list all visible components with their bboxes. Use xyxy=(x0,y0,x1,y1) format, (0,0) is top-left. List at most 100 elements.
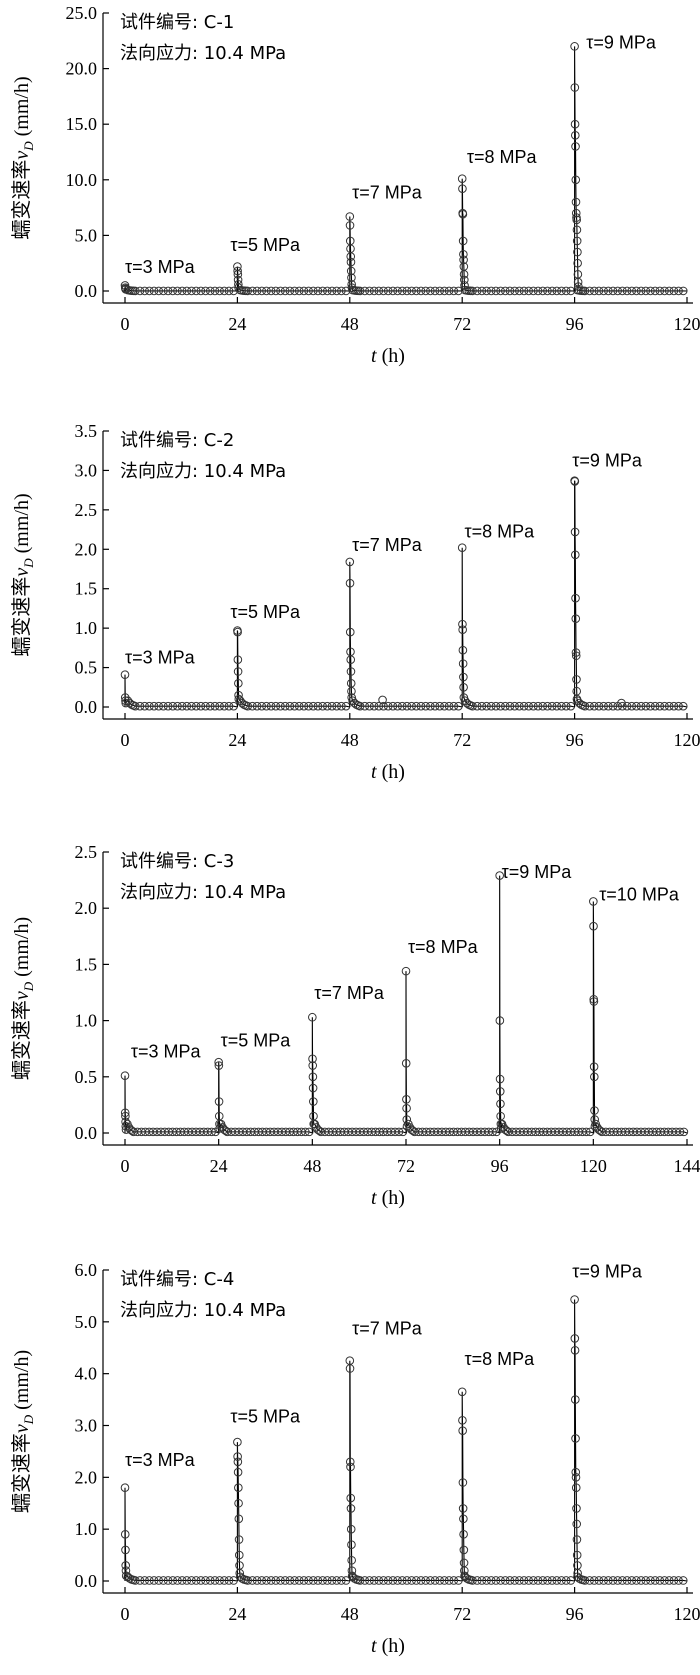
data-point xyxy=(276,286,285,296)
data-point xyxy=(121,1545,130,1555)
data-point xyxy=(421,286,430,296)
x-axis-unit: (h) xyxy=(377,1187,405,1209)
data-point xyxy=(196,701,206,711)
data-point xyxy=(135,701,145,711)
data-point xyxy=(660,701,669,711)
data-point xyxy=(477,701,487,711)
data-point xyxy=(315,1126,324,1136)
data-point xyxy=(460,281,469,290)
data-point xyxy=(570,119,580,129)
data-point xyxy=(125,1574,134,1583)
data-point xyxy=(664,286,674,296)
data-point xyxy=(248,286,257,296)
specimen-id: 试件编号: C-4 xyxy=(120,1269,234,1290)
data-point xyxy=(323,286,332,296)
data-point xyxy=(608,1576,618,1585)
data-point xyxy=(224,286,234,296)
x-tick-label: 144 xyxy=(674,1156,700,1176)
data-point xyxy=(488,1127,497,1137)
data-point xyxy=(543,1576,552,1585)
data-point xyxy=(154,286,164,296)
creep-rate-line xyxy=(349,561,463,708)
data-point xyxy=(149,701,159,711)
data-point xyxy=(538,701,548,711)
data-point xyxy=(412,1576,421,1585)
data-point xyxy=(552,286,562,296)
data-point xyxy=(131,701,140,711)
stage-series-1 xyxy=(120,1071,220,1137)
normal-stress: 法向应力: 10.4 MPa xyxy=(120,461,286,482)
data-point xyxy=(632,286,641,296)
data-point xyxy=(355,701,365,711)
data-point xyxy=(472,701,482,711)
data-point xyxy=(458,184,467,193)
data-point xyxy=(561,701,571,711)
data-point xyxy=(234,1514,244,1524)
data-point xyxy=(347,1555,356,1565)
data-point xyxy=(219,1576,229,1585)
y-tick-label: 15.0 xyxy=(66,114,98,134)
y-tick-label: 1.5 xyxy=(75,954,98,974)
data-point xyxy=(365,286,374,296)
data-point xyxy=(608,286,618,296)
data-point xyxy=(570,83,580,92)
data-point xyxy=(346,1493,356,1503)
data-point xyxy=(276,1576,285,1585)
y-axis-title: 蠕变速率 xyxy=(9,1433,33,1513)
data-point xyxy=(374,1576,384,1585)
data-point xyxy=(491,701,501,711)
stage-series-4 xyxy=(457,1387,576,1585)
data-point xyxy=(458,1478,468,1487)
data-point xyxy=(182,701,192,711)
data-point xyxy=(173,1576,182,1585)
data-point xyxy=(201,701,210,711)
stage-series-3 xyxy=(345,212,463,296)
data-point xyxy=(365,701,374,711)
data-point xyxy=(299,1576,309,1585)
data-point xyxy=(346,655,356,664)
data-point xyxy=(533,701,543,711)
data-point xyxy=(529,1576,538,1585)
data-point xyxy=(571,1395,580,1404)
data-point xyxy=(402,286,412,296)
data-point xyxy=(458,1416,467,1425)
data-point xyxy=(149,1576,159,1585)
y-tick-label: 6.0 xyxy=(75,1260,98,1280)
data-point xyxy=(345,212,355,221)
stress-label: τ=7 MPa xyxy=(314,983,385,1003)
data-point xyxy=(580,1576,590,1585)
data-point xyxy=(515,286,524,296)
data-point xyxy=(572,1519,582,1529)
data-point xyxy=(235,1568,245,1578)
data-point xyxy=(347,273,356,282)
data-point xyxy=(574,1574,584,1583)
data-point xyxy=(308,1083,318,1093)
data-point xyxy=(664,701,674,711)
creep-rate-line xyxy=(236,630,350,708)
data-point xyxy=(496,1576,505,1585)
data-point xyxy=(678,286,688,296)
data-point xyxy=(599,286,608,296)
data-point xyxy=(402,701,412,711)
data-point xyxy=(262,1576,271,1585)
y-axis-unit: (mm/h) xyxy=(11,76,33,141)
x-tick-label: 48 xyxy=(341,730,359,750)
data-point xyxy=(397,1576,407,1585)
data-point xyxy=(458,209,468,219)
data-point xyxy=(468,286,477,296)
data-point xyxy=(552,701,562,711)
data-point xyxy=(237,1574,247,1583)
data-point xyxy=(608,701,618,711)
data-point xyxy=(388,701,398,711)
data-point xyxy=(660,286,669,296)
data-point xyxy=(669,1576,679,1585)
data-point xyxy=(538,1576,548,1585)
data-point xyxy=(435,701,445,711)
data-point xyxy=(383,701,393,711)
data-point xyxy=(430,1576,440,1585)
data-point xyxy=(219,286,229,296)
data-point xyxy=(299,286,309,296)
creep-rate-line xyxy=(236,1442,350,1582)
data-point xyxy=(571,1434,580,1443)
stage-series-1 xyxy=(120,1483,238,1585)
